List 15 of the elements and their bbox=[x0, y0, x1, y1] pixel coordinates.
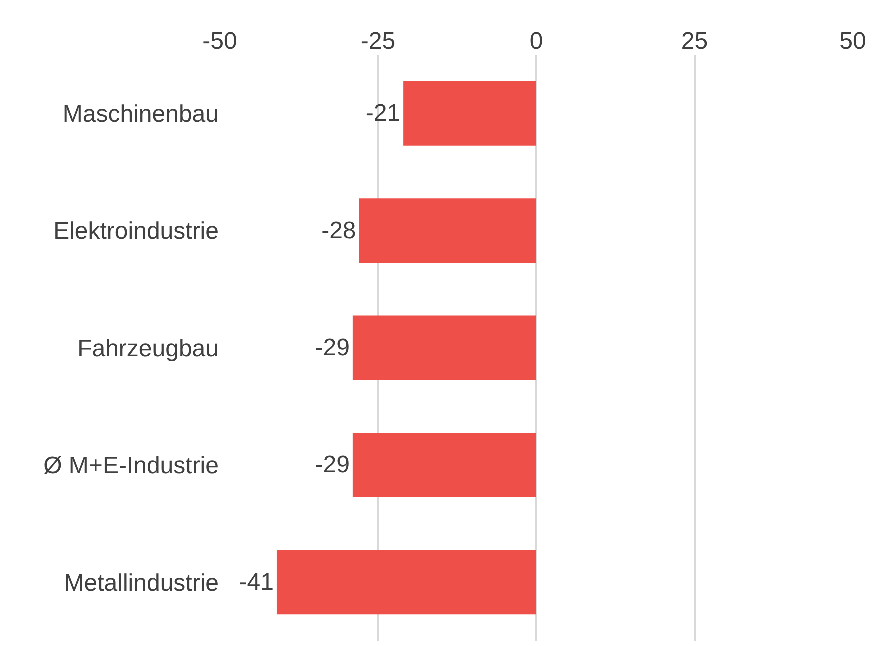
data-label: -29 bbox=[315, 452, 350, 479]
y-tick-label: Fahrzeugbau bbox=[78, 335, 219, 362]
x-tick-label: 25 bbox=[681, 28, 708, 56]
data-label: -28 bbox=[322, 217, 356, 244]
y-tick-label: Elektroindustrie bbox=[54, 218, 219, 246]
y-tick-label: Maschinenbau bbox=[62, 101, 219, 128]
data-label: -21 bbox=[366, 100, 401, 128]
data-label: -29 bbox=[315, 334, 350, 362]
x-tick-label: -50 bbox=[202, 28, 238, 56]
y-tick-label: Ø M+E-Industrie bbox=[44, 452, 219, 480]
x-tick-label: -25 bbox=[360, 28, 396, 56]
data-label: -41 bbox=[239, 568, 274, 596]
x-tick-label: 50 bbox=[840, 28, 866, 56]
y-tick-label: Metallindustrie bbox=[64, 570, 219, 597]
x-tick-label: 0 bbox=[530, 28, 544, 56]
